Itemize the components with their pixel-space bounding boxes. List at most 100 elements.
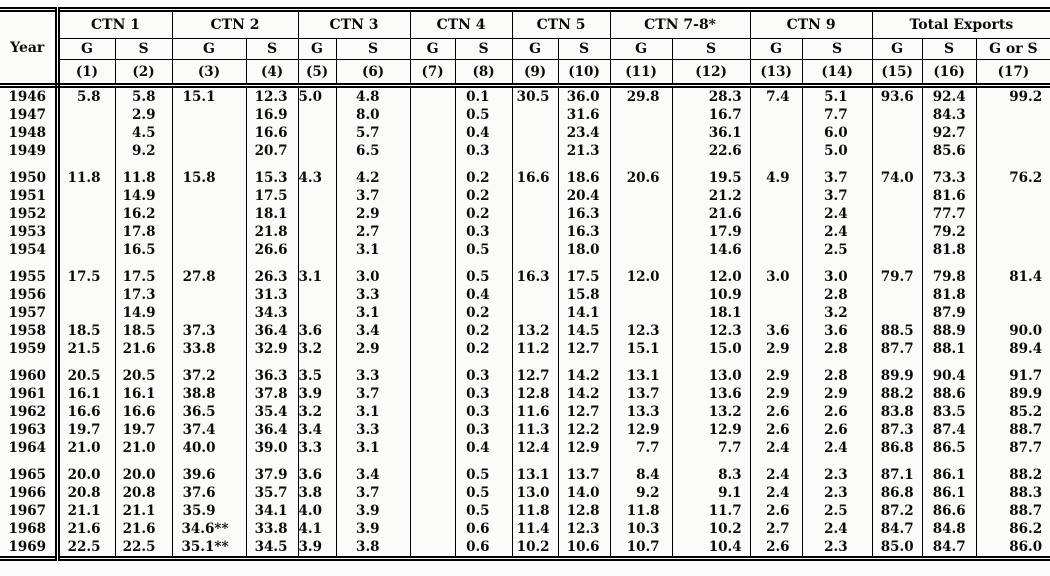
data-cell: 4.3	[298, 169, 337, 187]
data-cell	[976, 124, 1050, 142]
data-cell	[410, 421, 456, 439]
data-cell: 3.7	[802, 169, 873, 187]
data-cell	[872, 205, 923, 223]
data-cell: 2.4	[802, 439, 873, 457]
data-cell	[410, 322, 456, 340]
data-cell	[298, 142, 337, 160]
data-cell	[172, 205, 247, 223]
data-cell: 3.6	[298, 466, 337, 484]
data-cell: 7.4	[750, 85, 803, 106]
data-cell: 13.7	[610, 385, 673, 403]
group-header: CTN 5	[512, 9, 611, 39]
data-cell: 7.7	[802, 106, 873, 124]
data-cell: 86.0	[1009, 539, 1043, 555]
data-cell: 36.0	[558, 85, 611, 106]
data-cell: 87.7	[1009, 440, 1043, 456]
group-header: CTN 9	[750, 9, 873, 39]
data-cell	[512, 304, 559, 322]
data-cell: 84.7	[922, 538, 977, 559]
data-cell: 5.8	[115, 85, 173, 106]
data-cell	[410, 142, 456, 160]
data-cell: 13.2	[512, 322, 559, 340]
data-cell: 13.6	[672, 385, 751, 403]
data-cell: 27.8	[172, 268, 247, 286]
data-cell: 34.5	[246, 538, 299, 559]
subcolumn-header: G	[410, 38, 456, 60]
data-cell	[976, 304, 1050, 322]
subcolumn-header: G	[298, 38, 337, 60]
data-cell: 3.2	[802, 304, 873, 322]
data-cell: 3.3	[336, 367, 411, 385]
data-cell	[610, 142, 673, 160]
data-cell: 3.0	[750, 268, 803, 286]
table-row: 1958 18.5 18.5 37.3 36.4 3.6 3.4 0.2 13.2 14.5 12.…	[0, 322, 1050, 340]
data-cell: 3.9	[336, 502, 411, 520]
data-cell: 3.9	[298, 385, 337, 403]
data-cell: 20.6	[610, 169, 673, 187]
data-cell: 2.7	[336, 223, 411, 241]
data-cell: 83.5	[922, 403, 977, 421]
data-cell: 3.9	[336, 520, 411, 538]
data-cell: 34.3	[246, 304, 299, 322]
data-cell	[750, 286, 803, 304]
data-cell: 16.7	[672, 106, 751, 124]
data-cell	[410, 340, 456, 358]
data-cell	[410, 169, 456, 187]
data-cell: 22.5	[57, 538, 116, 559]
data-cell: 0.3	[455, 367, 513, 385]
data-cell: 2.4	[802, 205, 873, 223]
data-cell	[872, 106, 923, 124]
data-cell: 17.5	[115, 268, 173, 286]
data-cell	[57, 304, 116, 322]
data-cell	[410, 241, 456, 259]
data-cell	[872, 124, 923, 142]
data-cell: 2.7	[750, 520, 803, 538]
data-cell	[298, 241, 337, 259]
data-cell: 20.7	[246, 142, 299, 160]
data-cell: 11.7	[672, 502, 751, 520]
data-cell: 15.1	[172, 85, 247, 106]
data-cell: 4.9	[750, 169, 803, 187]
subcolumn-header: G	[750, 38, 803, 60]
data-cell	[750, 106, 803, 124]
table-row: 1963 19.7 19.7 37.4 36.4 3.4 3.3 0.3 11.3 12.2 12.…	[0, 421, 1050, 439]
data-cell	[512, 142, 559, 160]
data-cell: 84.7	[872, 520, 923, 538]
data-cell	[410, 106, 456, 124]
data-cell: 21.1	[115, 502, 173, 520]
column-number: (8)	[455, 59, 513, 88]
data-cell	[610, 205, 673, 223]
data-cell: 35.7	[246, 484, 299, 502]
data-cell: 16.1	[115, 385, 173, 403]
table-header: Year CTN 1 CTN 2 CTN 3 CTN 4 CTN 5 CTN 7-8* CTN…	[0, 9, 1050, 88]
table-row: 1952 16.2 18.1 2.9 0.2 16.3 21.6 2.4 77.7	[0, 205, 1050, 223]
column-number: (6)	[336, 59, 411, 88]
data-cell: 4.2	[336, 169, 411, 187]
data-cell: 14.9	[115, 187, 173, 205]
data-cell	[172, 142, 247, 160]
data-cell: 3.7	[336, 385, 411, 403]
data-cell	[410, 385, 456, 403]
column-number: (17)	[976, 59, 1050, 88]
data-cell	[410, 223, 456, 241]
data-cell: 37.9	[246, 466, 299, 484]
data-cell: 0.3	[455, 385, 513, 403]
column-number: (7)	[410, 59, 456, 88]
subcolumn-header: G or S	[976, 38, 1050, 60]
data-cell: 93.6	[872, 85, 923, 106]
data-cell: 0.2	[455, 205, 513, 223]
subcolumn-header: S	[115, 38, 173, 60]
data-cell: 74.0	[872, 169, 923, 187]
table-row: 1950 11.8 11.8 15.8 15.3 4.3 4.2 0.2 16.6 18.6 20.…	[0, 169, 1050, 187]
data-cell	[750, 304, 803, 322]
data-cell: 8.3	[672, 466, 751, 484]
data-cell: 3.1	[298, 268, 337, 286]
column-number: (4)	[246, 59, 299, 88]
data-cell: 21.5	[57, 340, 116, 358]
data-cell: 13.2	[672, 403, 751, 421]
data-cell: 18.1	[672, 304, 751, 322]
data-cell: 15.0	[672, 340, 751, 358]
data-cell: 3.8	[336, 538, 411, 559]
data-cell: 33.8	[172, 340, 247, 358]
data-cell: 2.5	[802, 502, 873, 520]
